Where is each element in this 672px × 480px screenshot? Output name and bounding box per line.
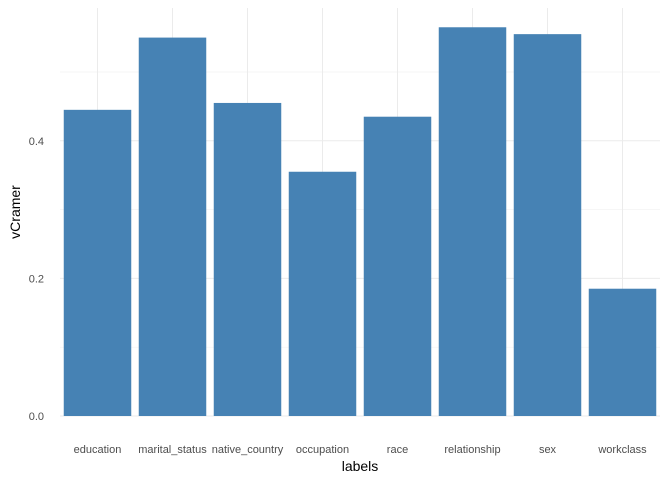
bars: [63, 27, 657, 417]
bar-marital_status: [138, 37, 207, 417]
x-tick-label: workclass: [597, 444, 647, 456]
x-tick-label: occupation: [296, 444, 349, 456]
bar-native_country: [213, 102, 282, 416]
y-axis-ticks: 0.0 0.2 0.4: [29, 136, 44, 423]
y-axis-title: vCramer: [7, 185, 23, 239]
x-tick-label: relationship: [444, 444, 500, 456]
y-tick-label: 0.2: [29, 273, 44, 285]
bar-workclass: [588, 288, 657, 416]
y-tick-label: 0.4: [29, 136, 44, 148]
x-tick-label: native_country: [212, 444, 284, 456]
bar-sex: [513, 34, 582, 417]
x-tick-label: marital_status: [138, 444, 207, 456]
bar-relationship: [438, 27, 507, 416]
x-axis-ticks: education marital_status native_country occ…: [74, 444, 647, 456]
y-tick-label: 0.0: [29, 411, 44, 423]
bar-occupation: [288, 171, 357, 416]
x-axis-title: labels: [342, 458, 379, 474]
x-tick-label: sex: [539, 444, 557, 456]
bar-education: [63, 109, 132, 416]
bar-race: [363, 116, 432, 417]
x-tick-label: race: [387, 444, 408, 456]
x-tick-label: education: [74, 444, 122, 456]
